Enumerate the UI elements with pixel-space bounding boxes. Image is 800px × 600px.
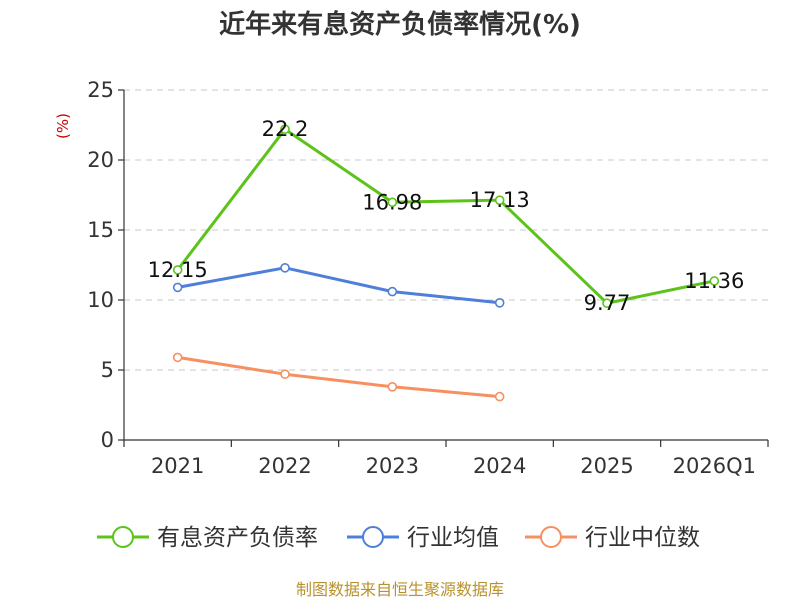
legend-item: 有息资产负债率: [97, 525, 318, 551]
y-tick-label: 0: [101, 428, 114, 452]
chart-title: 近年来有息资产负债率情况(%): [219, 9, 581, 40]
legend-swatch-marker: [540, 526, 562, 548]
x-tick-label: 2026Q1: [673, 454, 756, 478]
series-line: [176, 127, 716, 305]
data-point: [494, 391, 505, 402]
series-2: [172, 262, 505, 308]
data-labels: 12.15 22.2 16.98 17.13 9.77 11.36: [148, 117, 745, 315]
data-point: [387, 197, 398, 208]
data-label: 22.2: [262, 117, 309, 141]
data-label: 17.13: [470, 188, 530, 212]
data-point: [494, 195, 505, 205]
legend-label: 行业均值: [407, 525, 499, 551]
legend-item: 行业均值: [347, 525, 499, 551]
series-1: [172, 124, 720, 309]
data-point: [602, 298, 612, 309]
series-3: [172, 352, 505, 402]
gridlines: [124, 89, 768, 371]
data-point: [172, 282, 183, 293]
y-tick-label: 15: [87, 218, 114, 242]
data-label: 11.36: [684, 269, 744, 293]
legend-label: 行业中位数: [585, 525, 700, 551]
x-tick-label: 2023: [366, 454, 419, 478]
y-tick-label: 25: [87, 78, 114, 102]
x-tick-label: 2024: [473, 454, 526, 478]
x-tick-label: 2021: [151, 454, 204, 478]
legend-label: 有息资产负债率: [157, 525, 318, 551]
data-point: [280, 124, 290, 134]
data-point: [280, 262, 290, 273]
legend: 有息资产负债率 行业均值 行业中位数: [97, 525, 700, 551]
data-point: [387, 286, 398, 297]
y-tick-label: 5: [101, 358, 114, 382]
legend-swatch-marker: [112, 526, 134, 548]
data-source: 制图数据来自恒生聚源数据库: [296, 580, 504, 599]
data-point: [494, 297, 505, 308]
data-label: 9.77: [584, 291, 631, 315]
series-line: [176, 355, 502, 399]
y-tick-label: 10: [87, 288, 114, 312]
x-tick-label: 2022: [258, 454, 311, 478]
data-label: 16.98: [362, 190, 422, 214]
data-point: [280, 369, 290, 380]
series-line: [176, 266, 502, 305]
x-tick-label: 2025: [580, 454, 633, 478]
legend-swatch-marker: [362, 526, 384, 548]
y-tick-label: 20: [87, 148, 114, 172]
data-point: [172, 352, 183, 363]
data-point: [709, 276, 720, 286]
legend-item: 行业中位数: [525, 525, 700, 551]
series-layer: [172, 124, 720, 402]
y-axis-unit: (%): [54, 113, 72, 139]
data-point: [387, 381, 398, 392]
data-point: [172, 265, 183, 275]
data-label: 12.15: [148, 258, 208, 282]
